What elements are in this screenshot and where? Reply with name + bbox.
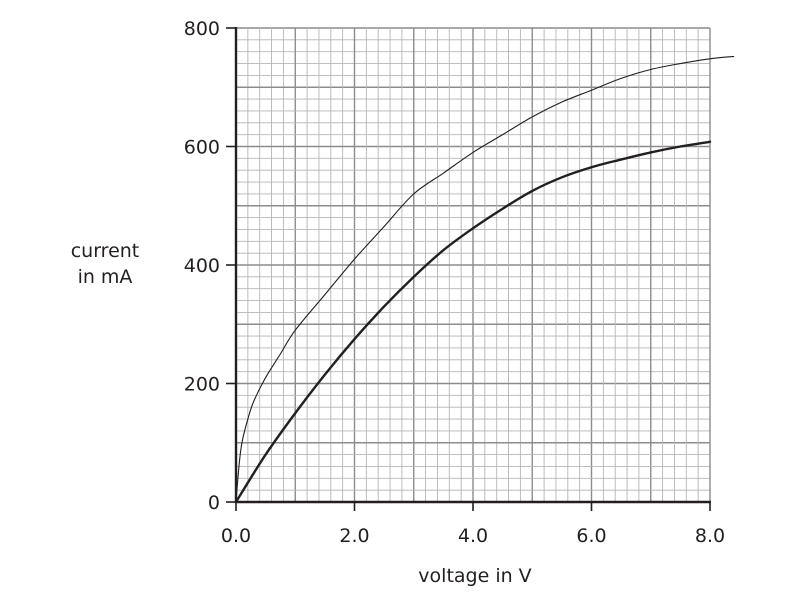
series-line-lower: [234, 140, 712, 504]
x-tick-label: 2.0: [339, 525, 369, 547]
x-tick: 0.0: [221, 502, 251, 547]
series-group: [234, 55, 735, 504]
x-tick-label: 0.0: [221, 525, 251, 547]
x-tick-label: 8.0: [695, 525, 725, 547]
x-tick: 6.0: [576, 502, 607, 547]
ticks: 0 200 400 600 800 0.0 2.0 4.0 6.0 8.0: [184, 18, 725, 547]
y-tick: 0: [208, 492, 236, 514]
y-tick: 800: [184, 18, 236, 40]
y-axis-label-line-2: in mA: [77, 266, 133, 288]
y-tick-label: 0: [208, 492, 220, 514]
y-tick: 600: [184, 137, 236, 159]
x-tick-label: 4.0: [458, 525, 488, 547]
y-tick-label: 200: [184, 374, 220, 396]
y-tick: 200: [184, 374, 236, 396]
y-axis-label: current in mA: [50, 238, 160, 290]
x-tick: 4.0: [458, 502, 488, 547]
x-axis-label: voltage in V: [418, 565, 532, 587]
grid: [235, 27, 711, 503]
series-line-upper: [235, 55, 735, 503]
y-axis-label-line-1: current: [70, 240, 140, 262]
y-tick-label: 600: [184, 137, 220, 159]
y-tick: 400: [184, 255, 236, 277]
x-tick-label: 6.0: [576, 525, 606, 547]
y-tick-label: 800: [184, 18, 220, 40]
x-tick: 2.0: [339, 502, 370, 547]
y-tick-label: 400: [184, 255, 220, 277]
x-tick: 8.0: [695, 502, 725, 547]
